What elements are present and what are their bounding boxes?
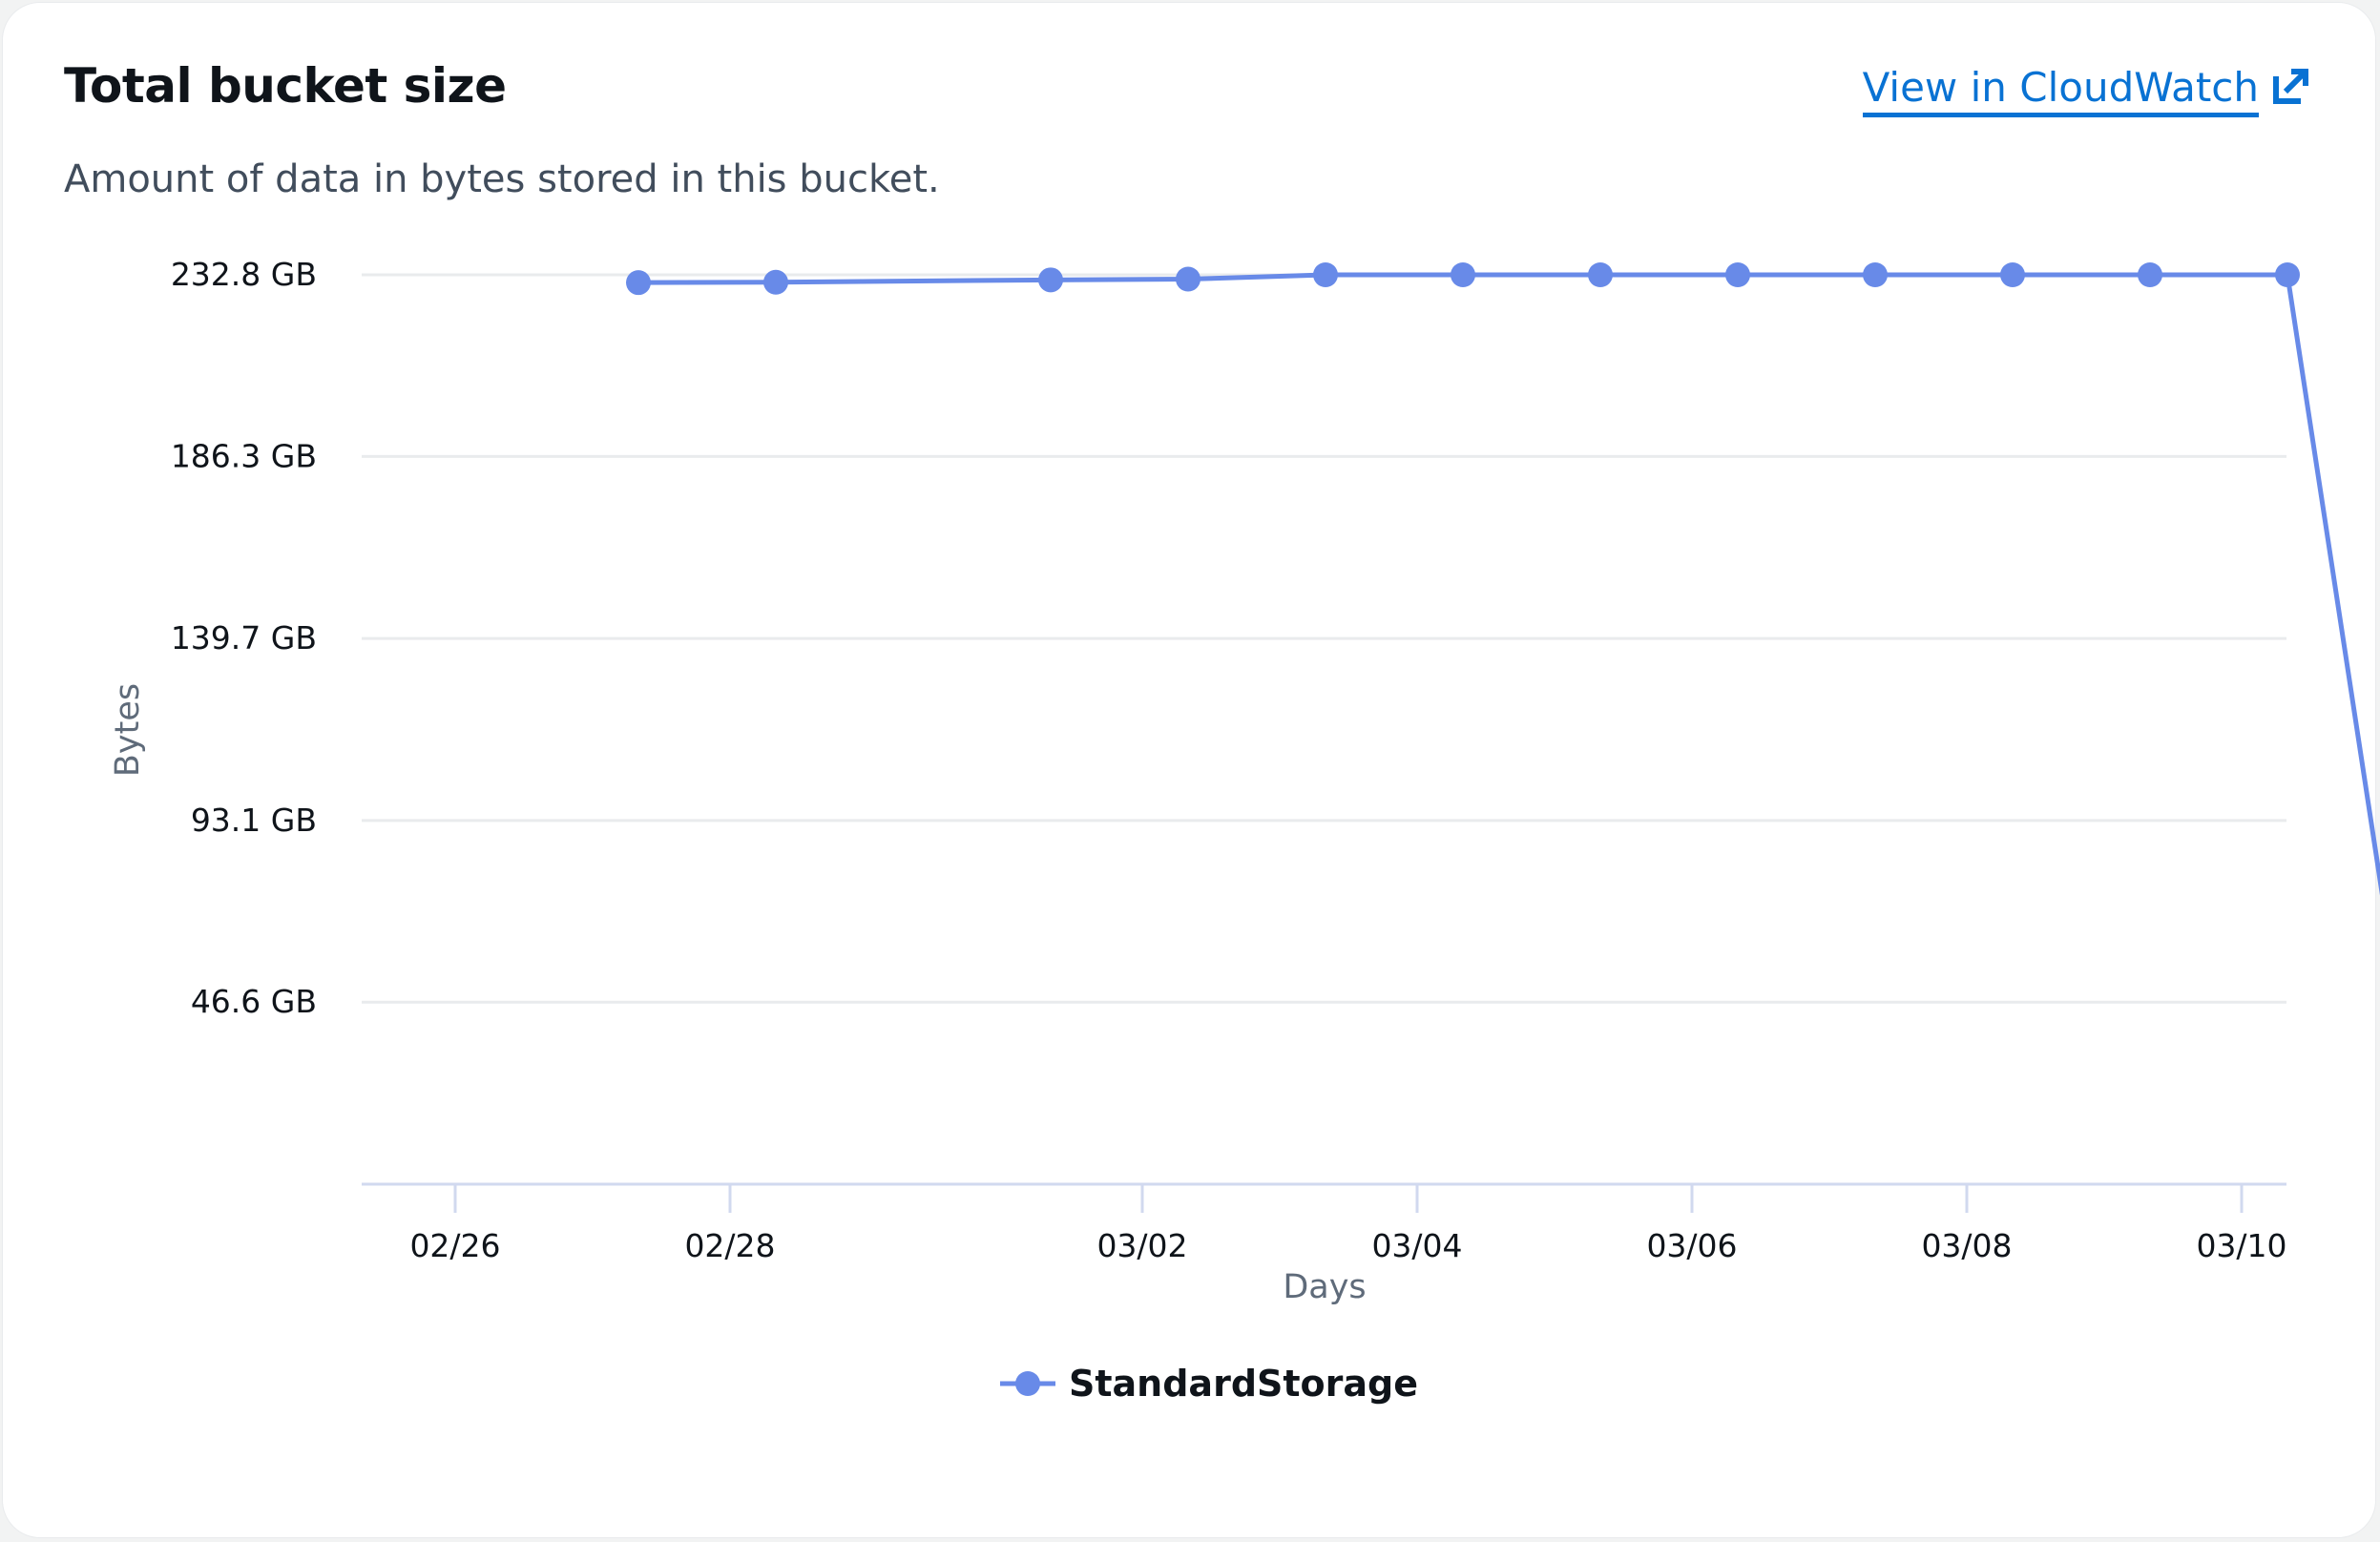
view-in-cloudwatch-link[interactable]: View in CloudWatch	[1862, 64, 2310, 117]
x-tick-label: 03/08	[1921, 1227, 2012, 1264]
data-point	[1176, 266, 1200, 292]
x-tick-label: 02/28	[684, 1227, 775, 1264]
data-point	[2000, 262, 2025, 287]
x-tick-label: 03/04	[1371, 1227, 1462, 1264]
data-point	[626, 270, 651, 296]
data-point	[1313, 262, 1338, 287]
external-link-icon	[2272, 67, 2310, 115]
y-tick-label: 186.3 GB	[171, 437, 317, 474]
x-axis-title: Days	[1283, 1268, 1366, 1306]
legend-label: StandardStorage	[1069, 1363, 1419, 1405]
y-axis-title: Bytes	[109, 683, 147, 777]
x-tick-label: 03/10	[2196, 1227, 2286, 1264]
data-point	[1863, 262, 1888, 287]
link-label: View in CloudWatch	[1862, 64, 2259, 117]
y-tick-label: 93.1 GB	[191, 802, 317, 839]
data-point	[1588, 262, 1613, 287]
data-point	[2138, 262, 2162, 287]
card-description: Amount of data in bytes stored in this b…	[64, 157, 940, 201]
series-line-standardstorage	[637, 272, 2380, 896]
y-tick-label: 46.6 GB	[191, 983, 317, 1020]
data-point	[1725, 262, 1750, 287]
legend-item-standardstorage[interactable]: StandardStorage	[1000, 1363, 1418, 1405]
y-tick-label: 139.7 GB	[171, 619, 317, 656]
x-tick-label: 03/06	[1646, 1227, 1737, 1264]
y-tick-label: 232.8 GB	[171, 256, 317, 293]
legend-marker-icon	[1000, 1371, 1055, 1396]
x-tick-label: 03/02	[1096, 1227, 1187, 1264]
data-point	[763, 269, 788, 295]
data-point	[1038, 267, 1063, 293]
data-point	[1451, 262, 1475, 287]
card-title: Total bucket size	[64, 58, 507, 114]
data-point	[2275, 262, 2300, 287]
x-tick-label: 02/26	[409, 1227, 500, 1264]
